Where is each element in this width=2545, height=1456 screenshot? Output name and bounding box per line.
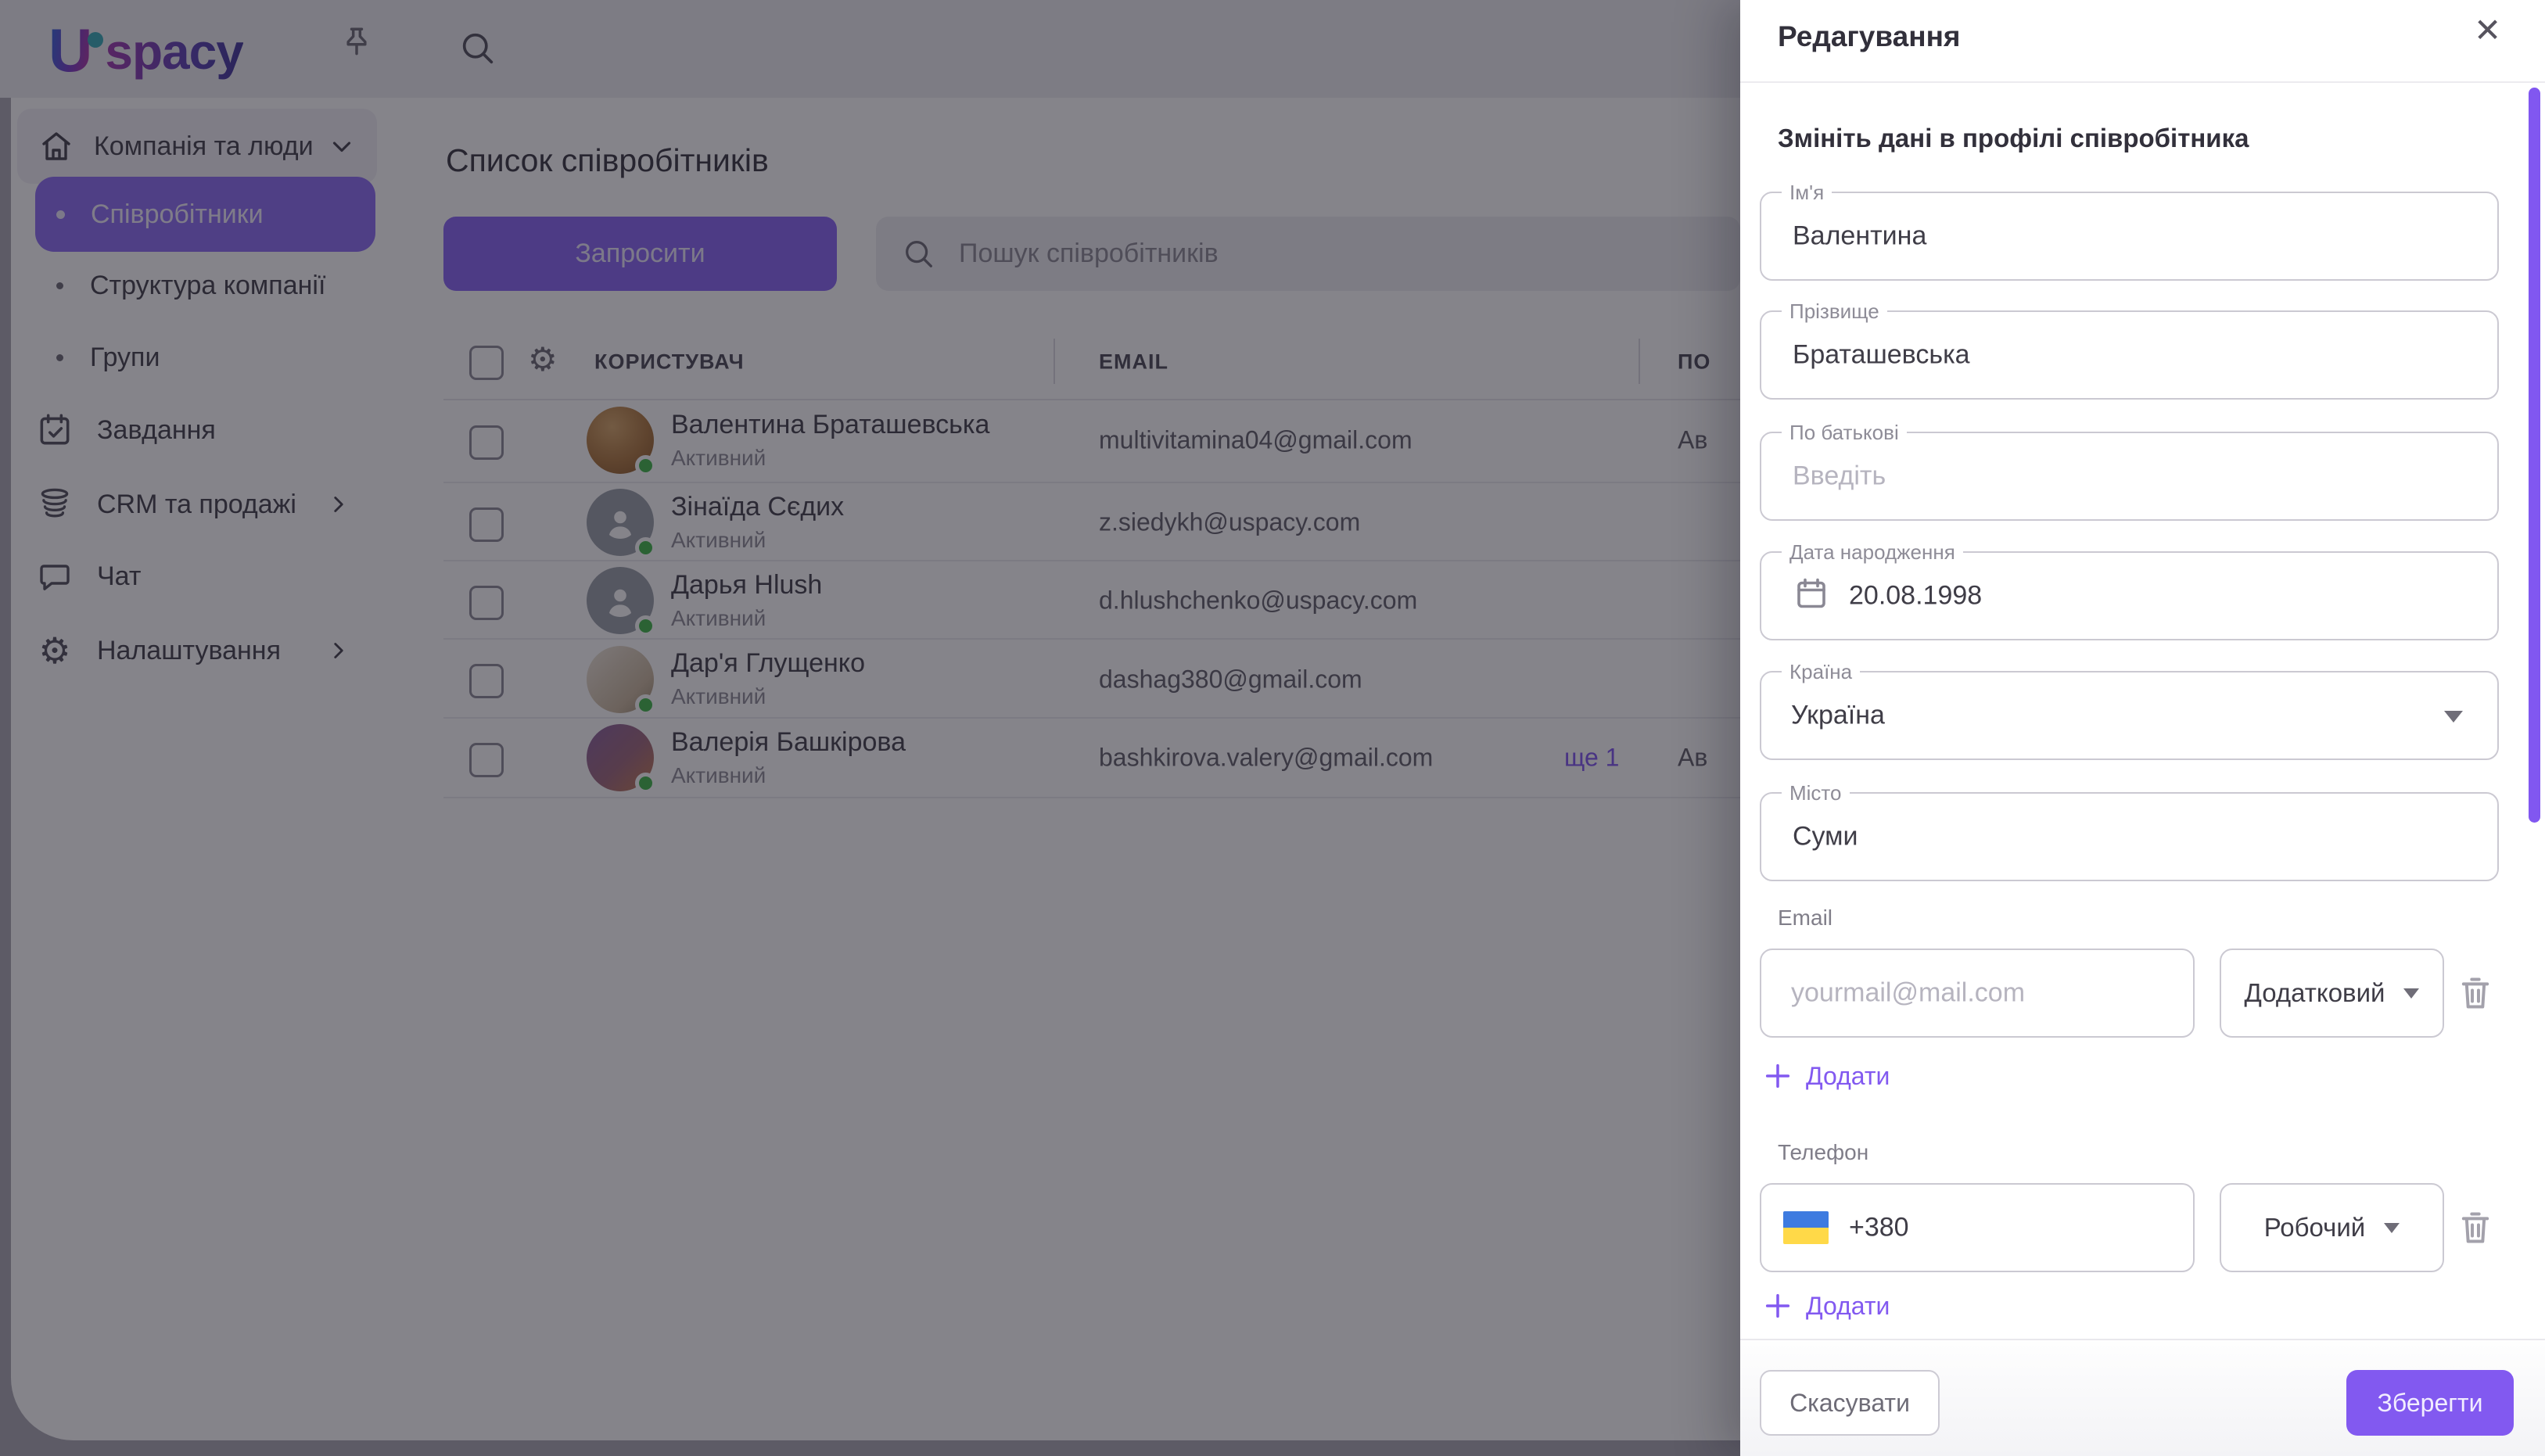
close-icon[interactable]: ✕ <box>2474 12 2502 48</box>
field-label: Прізвище <box>1782 299 1887 324</box>
email-group-label: Email <box>1778 906 1833 930</box>
last-name-input[interactable] <box>1791 339 2398 371</box>
panel-scrollbar[interactable] <box>2529 88 2540 823</box>
field-label: Ім'я <box>1782 181 1832 205</box>
dropdown-caret-icon <box>2444 711 2463 723</box>
birth-date-field[interactable]: Дата народження 20.08.1998 <box>1760 540 2499 640</box>
dropdown-caret-icon <box>2403 988 2420 999</box>
phone-group-label: Телефон <box>1778 1140 1869 1164</box>
dropdown-caret-icon <box>2384 1222 2400 1233</box>
phone-field[interactable] <box>1760 1183 2195 1272</box>
first-name-input[interactable] <box>1791 220 2398 253</box>
add-link-label: Додати <box>1806 1061 1890 1090</box>
panel-title: Редагування <box>1778 20 1961 52</box>
city-field[interactable]: Місто <box>1760 781 2499 881</box>
phone-type-select[interactable]: Робочий <box>2220 1183 2444 1272</box>
delete-phone-trash-icon[interactable] <box>2453 1206 2497 1250</box>
save-button[interactable]: Зберегти <box>2346 1370 2514 1436</box>
first-name-field[interactable]: Ім'я <box>1760 181 2499 281</box>
field-label: По батькові <box>1782 421 1907 445</box>
plus-icon <box>1765 1063 1790 1088</box>
add-email-link[interactable]: Додати <box>1762 1060 1890 1092</box>
delete-email-trash-icon[interactable] <box>2453 971 2497 1015</box>
field-label: Місто <box>1782 781 1850 805</box>
country-select[interactable]: Країна Україна <box>1760 660 2499 760</box>
email-type-value: Додатковий <box>2244 978 2385 1007</box>
field-label: Країна <box>1782 660 1861 684</box>
phone-type-value: Робочий <box>2263 1213 2366 1242</box>
last-name-field[interactable]: Прізвище <box>1760 299 2499 400</box>
calendar-icon[interactable] <box>1793 576 1830 617</box>
divider <box>1740 81 2545 83</box>
birth-date-value[interactable]: 20.08.1998 <box>1849 580 1983 611</box>
add-link-label: Додати <box>1806 1291 1890 1320</box>
panel-subtitle: Змініть дані в профілі співробітника <box>1778 124 2249 152</box>
email-input[interactable] <box>1789 977 2160 1010</box>
add-phone-link[interactable]: Додати <box>1762 1290 1890 1322</box>
field-label: Дата народження <box>1782 540 1963 565</box>
edit-employee-panel: Редагування ✕ Змініть дані в профілі спі… <box>1740 0 2545 1456</box>
email-type-select[interactable]: Додатковий <box>2220 949 2444 1038</box>
city-input[interactable] <box>1791 820 2398 853</box>
country-value: Україна <box>1791 700 1885 730</box>
cancel-button[interactable]: Скасувати <box>1760 1370 1940 1436</box>
phone-input[interactable] <box>1847 1211 2153 1244</box>
middle-name-field[interactable]: По батькові <box>1760 421 2499 521</box>
panel-footer: Скасувати Зберегти <box>1740 1339 2545 1456</box>
email-field[interactable] <box>1760 949 2195 1038</box>
middle-name-input[interactable] <box>1791 460 2398 493</box>
plus-icon <box>1765 1293 1790 1318</box>
ukraine-flag-icon[interactable] <box>1783 1211 1829 1244</box>
